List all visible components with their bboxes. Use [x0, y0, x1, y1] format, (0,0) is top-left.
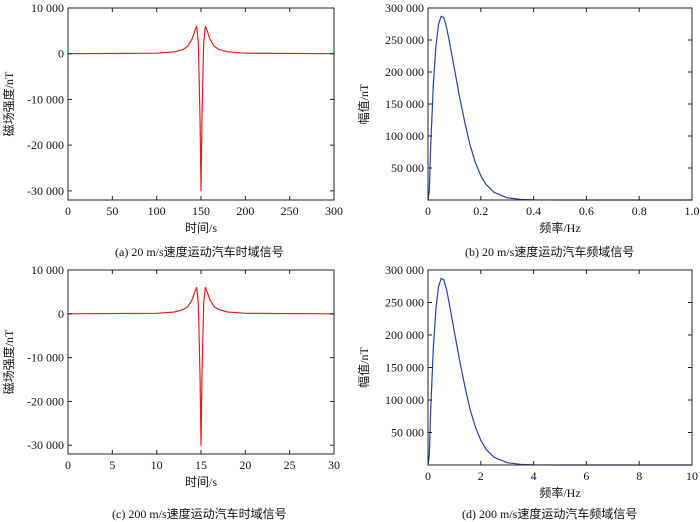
y-axis-label: 幅值/nT	[356, 347, 371, 388]
x-tick-label: 250	[281, 204, 299, 218]
y-axis-label: 磁场强度/nT	[1, 71, 16, 136]
x-tick-label: 300	[325, 204, 343, 218]
x-tick-label: 0.4	[526, 204, 541, 218]
x-tick-label: 0.6	[579, 204, 594, 218]
x-tick-label: 150	[192, 204, 210, 218]
y-tick-label: -10 000	[27, 351, 64, 365]
x-tick-label: 6	[583, 469, 589, 483]
series-line	[67, 286, 335, 446]
x-tick-label: 2	[478, 469, 484, 483]
x-tick-label: 20	[239, 458, 251, 472]
y-tick-label: -20 000	[27, 394, 64, 408]
chart-d-frequency-domain-200ms: 0 2 4 6 8 10 50 000 100 000 150 000 200 000 250 00…	[356, 263, 698, 500]
x-tick-label: 10	[151, 458, 163, 472]
y-axis-label: 磁场强度/nT	[1, 329, 16, 394]
y-tick-label: -30 000	[27, 184, 64, 198]
y-tick-label: 150 000	[385, 97, 424, 111]
y-tick-label: 0	[58, 47, 64, 61]
y-tick-label: 50 000	[391, 161, 424, 175]
x-tick-label: 4	[531, 469, 537, 483]
x-tick-label: 50	[106, 204, 118, 218]
y-tick-label: 10 000	[31, 263, 64, 277]
series-line	[427, 15, 692, 201]
x-tick-label: 25	[284, 458, 296, 472]
x-tick-label: 0	[65, 204, 71, 218]
plot-frame	[427, 7, 693, 201]
y-tick-label: 150 000	[385, 361, 424, 375]
x-axis-label: 时间/s	[185, 221, 217, 235]
caption-b: (b) 20 m/s速度运动汽车频域信号	[465, 245, 635, 259]
y-tick-label: 300 000	[385, 263, 424, 277]
caption-d: (d) 200 m/s速度运动汽车频域信号	[462, 507, 638, 521]
y-tick-label: 50 000	[391, 426, 424, 440]
y-tick-label: 250 000	[385, 296, 424, 310]
x-tick-label: 100	[148, 204, 166, 218]
y-tick-label: 10 000	[31, 1, 64, 15]
series-line	[427, 277, 692, 466]
x-tick-label: 10	[686, 469, 698, 483]
x-tick-label: 0.2	[473, 204, 488, 218]
y-tick-label: -20 000	[27, 138, 64, 152]
x-axis-label: 频率/Hz	[539, 485, 580, 500]
x-tick-label: 0	[425, 204, 431, 218]
x-tick-label: 30	[328, 458, 340, 472]
chart-b-frequency-domain-20ms: 0 0.2 0.4 0.6 0.8 1.0 50 000 100 000 150 000 200 …	[356, 1, 700, 235]
caption-c: (c) 200 m/s速度运动汽车时域信号	[112, 507, 287, 521]
y-tick-label: -30 000	[27, 438, 64, 452]
y-axis-label: 幅值/nT	[356, 83, 371, 124]
y-tick-label: 200 000	[385, 65, 424, 79]
x-tick-label: 200	[236, 204, 254, 218]
series-line	[67, 25, 335, 192]
y-tick-label: -10 000	[27, 92, 64, 106]
x-tick-label: 1.0	[685, 204, 700, 218]
caption-a: (a) 20 m/s速度运动汽车时域信号	[115, 245, 284, 259]
chart-c-time-domain-200ms: 0 5 10 15 20 25 30 10 000 0 -10 000 -20 000 -30 000…	[1, 263, 340, 489]
x-tick-label: 15	[195, 458, 207, 472]
y-tick-label: 300 000	[385, 1, 424, 15]
y-tick-label: 0	[58, 307, 64, 321]
x-tick-label: 0.8	[632, 204, 647, 218]
x-axis-label: 频率/Hz	[539, 220, 580, 235]
y-tick-label: 100 000	[385, 129, 424, 143]
plot-frame	[427, 269, 693, 466]
chart-a-time-domain-20ms: 0 50 100 150 200 250 300 10 000 0 -10 000 -20 000 -…	[1, 1, 343, 235]
x-tick-label: 0	[65, 458, 71, 472]
x-axis-label: 时间/s	[185, 475, 217, 489]
y-tick-label: 250 000	[385, 33, 424, 47]
x-tick-label: 5	[109, 458, 115, 472]
x-tick-label: 8	[636, 469, 642, 483]
y-tick-label: 100 000	[385, 393, 424, 407]
x-tick-label: 0	[425, 469, 431, 483]
y-tick-label: 200 000	[385, 328, 424, 342]
